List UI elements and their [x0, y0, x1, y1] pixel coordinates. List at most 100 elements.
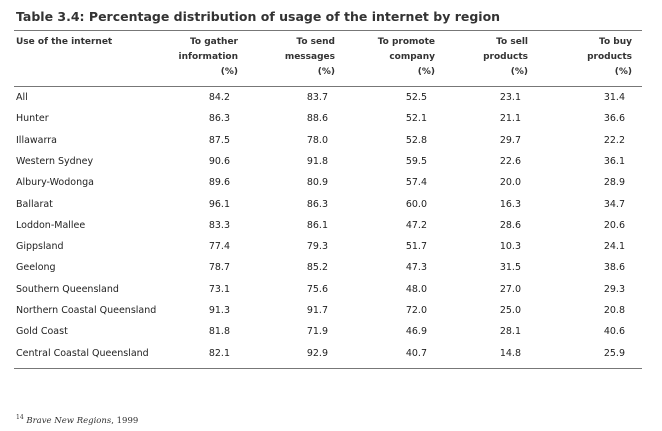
row-label: Gold Coast [16, 326, 68, 338]
table-cell: 77.4 [208, 241, 230, 253]
top-rule [14, 30, 642, 31]
table-cell: 14.8 [499, 347, 521, 359]
table-cell: 16.3 [499, 198, 521, 210]
table-cell: 80.9 [306, 177, 328, 189]
table-cell: 28.6 [499, 219, 521, 231]
column-header: To gather [189, 37, 238, 47]
table-cell: 29.3 [603, 283, 625, 295]
table-cell: 48.0 [405, 283, 427, 295]
table-cell: 79.3 [306, 241, 328, 253]
column-header: (%) [614, 67, 632, 77]
table-cell: 29.7 [499, 134, 521, 146]
table-cell: 10.3 [499, 241, 521, 253]
column-header: (%) [417, 67, 435, 77]
table-cell: 23.1 [499, 92, 521, 103]
column-header: To promote [377, 37, 435, 47]
column-header: company [389, 52, 435, 62]
row-label: Southern Queensland [16, 283, 119, 295]
table-cell: 36.6 [603, 113, 625, 125]
table-cell: 89.6 [208, 177, 230, 189]
table-cell: 86.1 [306, 219, 328, 231]
bottom-rule [14, 368, 642, 369]
row-label: All [16, 92, 28, 103]
table-cell: 91.8 [306, 155, 328, 167]
table-cell: 83.7 [306, 92, 328, 103]
table-cell: 20.0 [499, 177, 521, 189]
table-cell: 34.7 [603, 198, 625, 210]
row-label: Ballarat [16, 198, 53, 210]
table-cell: 28.1 [499, 326, 521, 338]
column-header: (%) [317, 67, 335, 77]
table-cell: 20.6 [603, 219, 625, 231]
footnote-marker: 14 [16, 414, 24, 421]
table-cell: 91.3 [208, 305, 230, 316]
table-cell: 83.3 [208, 219, 230, 231]
column-header: (%) [220, 67, 238, 77]
footnote-source: Brave New Regions [26, 415, 112, 426]
table-cell: 22.2 [603, 134, 625, 146]
column-header: products [587, 52, 632, 62]
table-cell: 85.2 [306, 262, 328, 274]
table-cell: 38.6 [603, 262, 625, 274]
footnote: 14 Brave New Regions, 1999 [16, 414, 138, 426]
table-cell: 88.6 [306, 113, 328, 125]
row-label: Gippsland [16, 241, 64, 253]
header-rule [14, 86, 642, 87]
table-cell: 78.7 [208, 262, 230, 274]
row-label: Northern Coastal Queensland [16, 305, 157, 316]
table-cell: 96.1 [208, 198, 230, 210]
table-cell: 86.3 [306, 198, 328, 210]
row-label: Illawarra [16, 134, 57, 146]
table-cell: 21.1 [499, 113, 521, 125]
column-header: To buy [599, 37, 632, 47]
table-cell: 78.0 [306, 134, 328, 146]
table-cell: 86.3 [208, 113, 230, 125]
table-cell: 20.8 [603, 305, 625, 316]
table-cell: 75.6 [306, 283, 328, 295]
column-header: messages [284, 52, 335, 62]
table-cell: 59.5 [405, 155, 427, 167]
table-cell: 25.9 [603, 347, 625, 359]
row-label: Loddon-Mallee [16, 219, 86, 231]
table-cell: 81.8 [208, 326, 230, 338]
table-cell: 31.5 [499, 262, 521, 274]
row-label: Hunter [16, 113, 49, 125]
column-header: (%) [510, 67, 528, 77]
table-cell: 72.0 [405, 305, 427, 316]
table-cell: 87.5 [208, 134, 230, 146]
table-cell: 46.9 [405, 326, 427, 338]
footnote-rest: , 1999 [111, 415, 139, 426]
row-label: Western Sydney [16, 155, 94, 167]
column-header: products [483, 52, 528, 62]
table-cell: 28.9 [603, 177, 625, 189]
table-cell: 57.4 [405, 177, 427, 189]
column-header: Use of the internet [16, 37, 113, 47]
table-cell: 52.8 [405, 134, 427, 146]
table-cell: 84.2 [208, 92, 230, 103]
column-header: To send [296, 37, 335, 47]
table-title: Table 3.4: Percentage distribution of us… [16, 9, 501, 24]
table-cell: 52.1 [405, 113, 427, 125]
table-cell: 90.6 [208, 155, 230, 167]
table-cell: 22.6 [499, 155, 521, 167]
table-cell: 91.7 [306, 305, 328, 316]
table-cell: 36.1 [603, 155, 625, 167]
table-cell: 40.7 [405, 347, 427, 359]
table-cell: 71.9 [306, 326, 328, 338]
row-label: Central Coastal Queensland [16, 347, 149, 359]
column-header: To sell [496, 37, 528, 47]
column-header: information [178, 52, 238, 62]
table-cell: 60.0 [405, 198, 427, 210]
table-cell: 47.3 [405, 262, 427, 274]
table-cell: 27.0 [499, 283, 521, 295]
table-cell: 92.9 [306, 347, 328, 359]
row-label: Albury-Wodonga [16, 177, 94, 189]
table-cell: 24.1 [603, 241, 625, 253]
table-cell: 40.6 [603, 326, 625, 338]
table-cell: 82.1 [208, 347, 230, 359]
table-cell: 52.5 [405, 92, 427, 103]
table-cell: 31.4 [603, 92, 625, 103]
table-cell: 25.0 [499, 305, 521, 316]
table-cell: 73.1 [208, 283, 230, 295]
